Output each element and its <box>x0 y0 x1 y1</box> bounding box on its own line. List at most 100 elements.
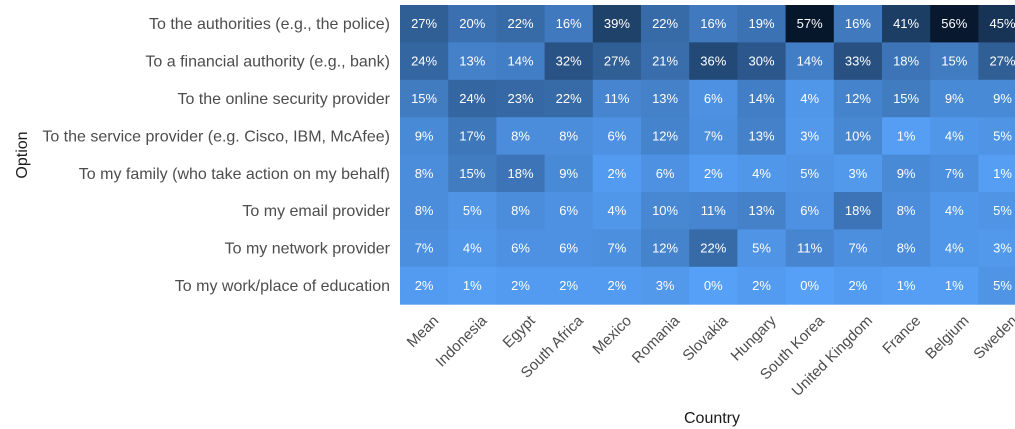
cell-value-label: 22% <box>507 16 533 31</box>
cell-value-label: 15% <box>459 166 485 181</box>
row-labels: To the authorities (e.g., the police) To … <box>42 16 390 295</box>
heatmap-cell <box>641 154 690 193</box>
cell-value-label: 33% <box>845 54 871 69</box>
cell-value-label: 56% <box>941 16 967 31</box>
heatmap-cell <box>882 42 931 81</box>
heatmap-cell <box>496 79 546 118</box>
cell-value-label: 0% <box>800 278 819 293</box>
cell-value-label: 1% <box>463 278 482 293</box>
cell-value-label: 15% <box>411 91 437 106</box>
cell-value-label: 2% <box>608 166 627 181</box>
column-label: Romania <box>629 312 684 367</box>
cell-value-label: 9% <box>897 166 916 181</box>
cell-value-label: 13% <box>652 91 678 106</box>
heatmap-cell <box>785 229 835 268</box>
cell-value-label: 4% <box>945 203 964 218</box>
heatmap-cell <box>544 192 594 230</box>
cell-value-label: 12% <box>845 91 871 106</box>
heatmap-cell <box>400 79 449 118</box>
heatmap-cell <box>400 266 449 305</box>
heatmap-cell <box>641 266 690 305</box>
cell-value-label: 11% <box>701 203 726 218</box>
row-label: To my email provider <box>242 203 390 220</box>
heatmap-cell <box>641 5 690 43</box>
heatmap-cell <box>496 266 546 305</box>
heatmap-cell <box>641 42 690 81</box>
heatmap-cell <box>785 266 835 305</box>
cell-value-label: 8% <box>415 166 434 181</box>
cell-value-label: 8% <box>897 241 916 256</box>
cell-value-label: 9% <box>559 166 578 181</box>
row-label: To the authorities (e.g., the police) <box>149 16 390 33</box>
heatmap-cell <box>496 229 546 268</box>
cell-value-label: 8% <box>559 128 578 143</box>
heatmap-cell <box>592 229 642 268</box>
cell-value-label: 30% <box>748 54 774 69</box>
heatmap-cell <box>400 154 449 193</box>
heatmap-cell <box>689 154 738 193</box>
cell-value-label: 2% <box>849 278 868 293</box>
cell-value-label: 6% <box>656 166 675 181</box>
column-label: Slovakia <box>679 312 732 365</box>
cell-value-label: 5% <box>993 128 1012 143</box>
heatmap-cell <box>496 42 546 81</box>
cell-value-label: 5% <box>463 203 482 218</box>
heatmap-cell <box>930 192 979 230</box>
heatmap-cell <box>496 192 546 230</box>
cell-value-label: 22% <box>700 241 726 256</box>
heatmap-cell <box>689 79 738 118</box>
cell-value-label: 21% <box>652 54 678 69</box>
heatmap-cell <box>689 192 738 230</box>
heatmap-cell <box>785 5 835 43</box>
heatmap-cell <box>833 5 883 43</box>
row-label: To my network provider <box>225 241 391 258</box>
cell-value-label: 6% <box>511 241 530 256</box>
cell-value-label: 3% <box>656 278 675 293</box>
cell-value-label: 12% <box>652 128 678 143</box>
heatmap-cell <box>737 229 787 268</box>
cell-value-label: 20% <box>459 16 485 31</box>
heatmap-cell <box>544 266 594 305</box>
cell-value-label: 41% <box>893 16 919 31</box>
heatmap-cell <box>833 117 883 156</box>
heatmap-cell <box>592 42 642 81</box>
cell-value-label: 8% <box>511 203 530 218</box>
cell-value-label: 7% <box>704 128 723 143</box>
column-label: Sweden <box>970 312 1015 362</box>
cell-value-label: 6% <box>800 203 819 218</box>
heatmap-cell <box>400 5 449 43</box>
heatmap-cell <box>496 117 546 156</box>
heatmap-cell <box>592 266 642 305</box>
heatmap-cell <box>689 229 738 268</box>
cell-value-label: 4% <box>800 91 819 106</box>
cell-value-label: 9% <box>993 91 1012 106</box>
cell-value-label: 22% <box>652 16 678 31</box>
heatmap-cell <box>882 79 931 118</box>
cell-value-label: 16% <box>700 16 726 31</box>
heatmap-cell <box>592 117 642 156</box>
heatmap-cell <box>544 5 594 43</box>
heatmap-cell <box>641 229 690 268</box>
heatmap-cells: 27% 20% 22% 16% 39% 22% 16% 19% 57% 16% 41% 56% 45% 2… <box>400 5 1015 305</box>
heatmap-cell <box>930 79 979 118</box>
column-label: Egypt <box>500 312 540 352</box>
y-axis-title: Option <box>14 131 31 178</box>
heatmap-cell <box>641 192 690 230</box>
cell-value-label: 15% <box>941 54 967 69</box>
cell-value-label: 32% <box>556 54 582 69</box>
heatmap-cell <box>978 229 1015 268</box>
heatmap-cell <box>689 5 738 43</box>
cell-value-label: 10% <box>652 203 678 218</box>
heatmap-cell <box>882 154 931 193</box>
heatmap-cell <box>833 192 883 230</box>
heatmap-cell <box>978 192 1015 230</box>
cell-value-label: 6% <box>559 241 578 256</box>
heatmap-cell <box>737 192 787 230</box>
heatmap-cell <box>641 117 690 156</box>
cell-value-label: 16% <box>845 16 871 31</box>
heatmap-cell <box>785 154 835 193</box>
heatmap-cell <box>785 79 835 118</box>
heatmap-cell <box>737 5 787 43</box>
heatmap-cell <box>400 229 449 268</box>
